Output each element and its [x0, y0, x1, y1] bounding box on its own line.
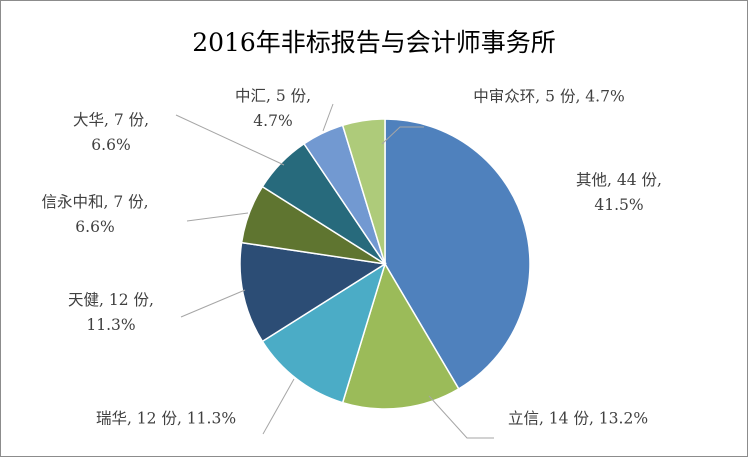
- data-label-1: 立信, 14 份, 13.2%: [508, 407, 648, 432]
- data-label-line: 6.6%: [75, 218, 115, 236]
- data-label-line: 立信, 14 份, 13.2%: [507, 409, 649, 428]
- leader-line-2: [262, 378, 295, 435]
- data-label-line: 大华, 7 份,: [72, 111, 150, 129]
- data-label-4: 信永中和, 7 份, 6.6%: [41, 190, 148, 240]
- data-label-line: 信永中和, 7 份,: [41, 193, 149, 211]
- leader-line-7: [381, 126, 424, 145]
- pie-slice-7: [341, 118, 386, 265]
- data-label-2: 瑞华, 12 份, 11.3%: [96, 407, 236, 432]
- pie-slice-2: [261, 262, 387, 404]
- data-label-3: 天健, 12 份, 11.3%: [68, 288, 154, 338]
- data-label-7: 中审众环, 5 份, 4.7%: [473, 85, 624, 110]
- pie-slice-1: [341, 262, 460, 410]
- data-label-line: 中审众环, 5 份, 4.7%: [473, 87, 625, 106]
- leader-line-5: [175, 114, 285, 166]
- chart-title: 2016年非标报告与会计师事务所: [192, 28, 556, 57]
- data-label-line: 4.7%: [253, 112, 293, 130]
- data-label-0: 其他, 44 份, 41.5%: [576, 168, 662, 218]
- data-label-line: 瑞华, 12 份, 11.3%: [95, 409, 237, 428]
- data-label-line: 11.3%: [86, 316, 136, 334]
- pie-slice-0: [384, 118, 531, 390]
- data-label-line: 41.5%: [594, 196, 644, 214]
- leader-line-3: [180, 289, 246, 318]
- leader-line-1: [428, 395, 494, 439]
- pie-slice-3: [239, 241, 388, 343]
- data-label-line: 中汇, 5 份,: [234, 87, 312, 105]
- data-label-5: 大华, 7 份, 6.6%: [73, 108, 149, 158]
- data-label-line: 6.6%: [91, 136, 131, 154]
- data-label-6: 中汇, 5 份, 4.7%: [235, 84, 311, 134]
- leader-line-6: [322, 103, 334, 132]
- data-label-line: 其他, 44 份,: [576, 171, 662, 189]
- leader-line-4: [186, 212, 249, 222]
- data-label-line: 天健, 12 份,: [68, 291, 154, 309]
